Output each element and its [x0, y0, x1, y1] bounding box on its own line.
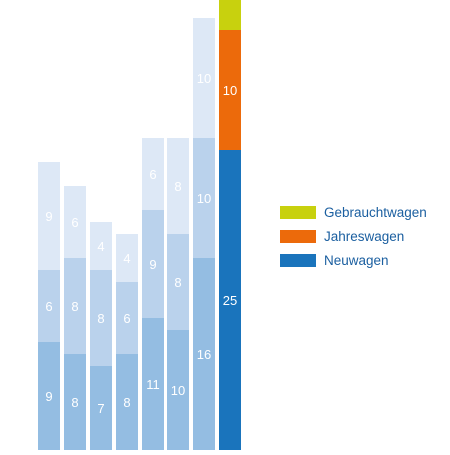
- data-label-jahreswagen-6: 8: [174, 275, 181, 290]
- bar-segment-jahreswagen-3: [90, 270, 112, 366]
- bar-segment-neuwagen-8: [219, 150, 241, 450]
- legend-swatch-gebrauchtwagen: [280, 205, 316, 219]
- chart-legend: Gebrauchtwagen Jahreswagen Neuwagen: [280, 200, 427, 272]
- bar-segment-gebrauchtwagen-4: [116, 234, 138, 282]
- bar-segment-jahreswagen-4: [116, 282, 138, 354]
- bar-segment-gebrauchtwagen-3: [90, 222, 112, 270]
- legend-item-gebrauchtwagen: Gebrauchtwagen: [280, 200, 427, 224]
- data-label-jahreswagen-1: 6: [45, 299, 52, 314]
- bar-segment-jahreswagen-2: [64, 258, 86, 354]
- data-label-gebrauchtwagen-2: 6: [71, 215, 78, 230]
- data-label-neuwagen-4: 8: [123, 395, 130, 410]
- bar-segment-neuwagen-1: [38, 342, 60, 450]
- data-label-jahreswagen-2: 8: [71, 299, 78, 314]
- data-label-jahreswagen-5: 9: [149, 257, 156, 272]
- legend-item-neuwagen: Neuwagen: [280, 248, 427, 272]
- bar-segment-jahreswagen-5: [142, 210, 164, 318]
- bar-segment-jahreswagen-1: [38, 270, 60, 342]
- bar-segment-jahreswagen-7: [193, 138, 215, 258]
- data-label-neuwagen-8: 25: [223, 293, 237, 308]
- bar-segment-gebrauchtwagen-6: [167, 138, 189, 234]
- data-label-neuwagen-1: 9: [45, 389, 52, 404]
- bar-segment-neuwagen-6: [167, 330, 189, 450]
- legend-item-jahreswagen: Jahreswagen: [280, 224, 427, 248]
- bar-segment-neuwagen-2: [64, 354, 86, 450]
- data-label-gebrauchtwagen-7: 10: [197, 71, 211, 86]
- bar-segment-jahreswagen-8: [219, 30, 241, 150]
- data-label-neuwagen-6: 10: [171, 383, 185, 398]
- data-label-jahreswagen-8: 10: [223, 83, 237, 98]
- data-label-neuwagen-3: 7: [97, 401, 104, 416]
- legend-label-jahreswagen: Jahreswagen: [324, 228, 405, 244]
- legend-swatch-neuwagen: [280, 253, 316, 267]
- data-label-gebrauchtwagen-4: 4: [123, 251, 130, 266]
- data-label-neuwagen-5: 11: [146, 377, 160, 392]
- data-label-jahreswagen-4: 6: [123, 311, 130, 326]
- legend-label-gebrauchtwagen: Gebrauchtwagen: [324, 204, 427, 220]
- bar-segment-gebrauchtwagen-5: [142, 138, 164, 210]
- data-label-neuwagen-7: 16: [197, 347, 211, 362]
- bar-segment-gebrauchtwagen-1: [38, 162, 60, 270]
- bar-segment-jahreswagen-6: [167, 234, 189, 330]
- bar-segment-gebrauchtwagen-2: [64, 186, 86, 258]
- bar-segment-neuwagen-7: [193, 258, 215, 450]
- bar-segment-gebrauchtwagen-8: [219, 0, 241, 30]
- data-label-neuwagen-2: 8: [71, 395, 78, 410]
- data-label-gebrauchtwagen-3: 4: [97, 239, 104, 254]
- data-label-gebrauchtwagen-6: 8: [174, 179, 181, 194]
- legend-label-neuwagen: Neuwagen: [324, 252, 389, 268]
- data-label-gebrauchtwagen-5: 6: [149, 167, 156, 182]
- bar-segment-neuwagen-5: [142, 318, 164, 450]
- bar-segment-neuwagen-3: [90, 366, 112, 450]
- data-label-jahreswagen-7: 10: [197, 191, 211, 206]
- data-label-gebrauchtwagen-1: 9: [45, 209, 52, 224]
- bar-segment-gebrauchtwagen-7: [193, 18, 215, 138]
- bar-segment-neuwagen-4: [116, 354, 138, 450]
- legend-swatch-jahreswagen: [280, 229, 316, 243]
- data-label-jahreswagen-3: 8: [97, 311, 104, 326]
